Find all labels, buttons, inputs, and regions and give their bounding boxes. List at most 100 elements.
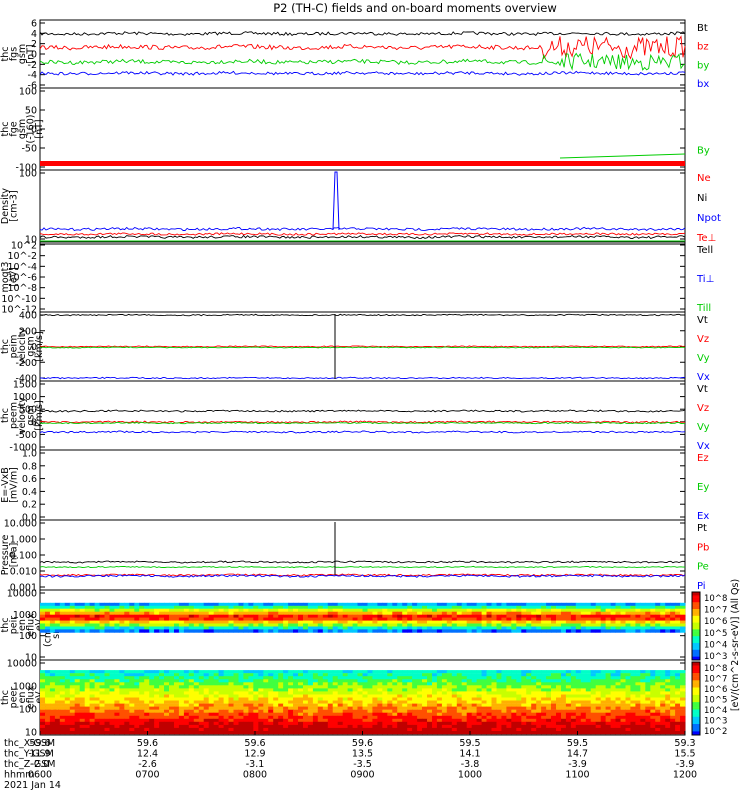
y-tick-label: 100 — [19, 87, 37, 98]
x-axis-date: 2021 Jan 14 — [4, 780, 61, 791]
x-tick-label: -3.9 — [676, 759, 695, 770]
series-line-vx — [39, 376, 686, 380]
y-tick-label: 0 — [31, 125, 37, 136]
series-line-ne — [39, 232, 686, 236]
colorbar-tick-label: 10^3 — [704, 652, 727, 662]
y-axis-label: eV — [34, 618, 45, 631]
y-tick-label: -200 — [15, 358, 37, 369]
y-axis-label: peem — [9, 402, 20, 429]
legend-Vt: Vt — [697, 384, 708, 395]
colorbar-tick-label: 10^3 — [704, 717, 727, 727]
y-axis-label: gsm — [17, 44, 28, 64]
x-tick-label: 14.7 — [567, 749, 588, 760]
x-tick-label: 0800 — [243, 770, 267, 781]
y-axis-label: eflux — [26, 613, 37, 637]
legend-bz: bz — [697, 42, 709, 53]
series-line-by — [39, 52, 686, 71]
y-tick-label: 10 — [25, 235, 37, 246]
legend-Till: Till — [696, 303, 711, 314]
legend-Vt: Vt — [697, 315, 708, 326]
legend-bx: bx — [697, 79, 709, 90]
y-axis-label: eV — [34, 691, 45, 704]
y-tick-label: -50 — [21, 144, 37, 155]
legend-Pt: Pt — [697, 523, 707, 534]
series-line-pi — [39, 574, 686, 578]
y-axis-label: E=-VxB — [0, 467, 11, 502]
colorbar-tick-label: 10^4 — [704, 640, 727, 650]
y-tick-label: 0.100 — [10, 551, 37, 562]
legend-Te⊥: Te⊥ — [696, 233, 716, 244]
x-tick-label: 14.1 — [459, 749, 480, 760]
y-tick-label: 10^-10 — [1, 294, 37, 305]
x-tick-label: -2.6 — [138, 759, 157, 770]
x-tick-label: -2.0 — [31, 759, 50, 770]
legend-Pe: Pe — [697, 562, 709, 573]
series-line-bz — [39, 35, 686, 60]
y-axis-label: fgs — [9, 47, 20, 61]
y-tick-label: 2 — [31, 39, 37, 50]
y-axis-label: Pressure — [0, 535, 11, 576]
y-axis-label: thc — [0, 339, 11, 354]
y-tick-label: -1000 — [9, 443, 37, 454]
y-tick-label: 10 — [25, 728, 37, 739]
x-tick-label: 59.5 — [567, 738, 588, 749]
series-line-bt — [39, 31, 686, 37]
electron-colorbar — [691, 661, 701, 736]
y-axis-label: Density — [0, 188, 11, 224]
y-tick-label: 1000 — [13, 682, 37, 693]
y-axis-label: [km/s] — [34, 400, 45, 430]
x-tick-label: 59.6 — [352, 738, 373, 749]
y-tick-label: -4 — [28, 70, 37, 81]
x-tick-label: 59.3 — [674, 738, 695, 749]
legend-Ez: Ez — [697, 453, 709, 464]
legend-Ti⊥: Ti⊥ — [696, 274, 714, 285]
y-tick-label: 0.010 — [10, 567, 37, 578]
x-tick-label: 13.5 — [352, 749, 373, 760]
legend-By: By — [697, 146, 710, 157]
panel-8-frame — [39, 519, 686, 591]
colorbar-label: [eV/(cm^2-s-sr-eV)] (All Qs) — [730, 579, 741, 711]
legend-Ey: Ey — [697, 482, 709, 493]
y-axis-label: peir — [9, 616, 20, 635]
legend-Vz: Vz — [697, 403, 709, 414]
legend-Npot: Npot — [697, 213, 721, 224]
y-axis-label: [km/s] — [34, 331, 45, 361]
y-axis-label: thc — [0, 122, 11, 137]
ion-spectrogram — [40, 602, 686, 633]
y-tick-label: 0.8 — [22, 461, 37, 472]
y-tick-label: 10000 — [7, 589, 37, 600]
y-axis-label: thc — [0, 690, 11, 705]
y-axis-label: en — [17, 692, 28, 704]
y-axis-label: peer — [9, 687, 20, 709]
y-axis-label: gsm — [26, 405, 37, 425]
y-axis-label: gsm — [17, 119, 28, 139]
y-tick-label: 0.0 — [22, 513, 37, 524]
y-tick-label: 6 — [31, 19, 37, 30]
series-line-vx-peem — [39, 430, 686, 434]
y-tick-label: 4 — [31, 29, 37, 40]
x-tick-label: 59.5 — [459, 738, 480, 749]
x-row-label: hhmm — [4, 770, 35, 781]
x-tick-label: -3.5 — [353, 759, 372, 770]
y-tick-label: 500 — [19, 405, 37, 416]
panel-6-frame — [39, 380, 686, 451]
panel-1-frame — [39, 19, 686, 89]
y-tick-label: -6 — [28, 81, 37, 92]
y-axis-label: thc — [0, 47, 11, 62]
colorbar-tick-label: 10^5 — [704, 629, 727, 639]
panel-3-frame — [39, 169, 686, 243]
y-tick-label: 1.0 — [22, 449, 37, 460]
x-tick-label: 1000 — [458, 770, 482, 781]
y-tick-label: 10 — [25, 653, 37, 664]
y-axis-label: gsm — [26, 336, 37, 356]
y-tick-label: -400 — [15, 374, 37, 385]
plot-title: P2 (TH-C) fields and on-board moments ov… — [273, 1, 557, 15]
x-tick-label: 0700 — [135, 770, 159, 781]
y-tick-label: -100 — [15, 163, 37, 174]
series-line-vt — [39, 313, 686, 317]
x-tick-label: 12.4 — [137, 749, 158, 760]
series-line-npot — [39, 226, 686, 232]
colorbar-tick-label: 10^5 — [704, 696, 727, 706]
colorbar-tick-label: 10^2 — [704, 727, 727, 737]
